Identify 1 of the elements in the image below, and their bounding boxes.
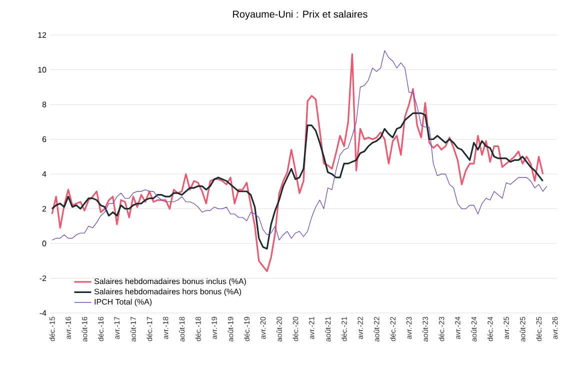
chart-title: Royaume-Uni : Prix et salaires bbox=[233, 10, 368, 20]
